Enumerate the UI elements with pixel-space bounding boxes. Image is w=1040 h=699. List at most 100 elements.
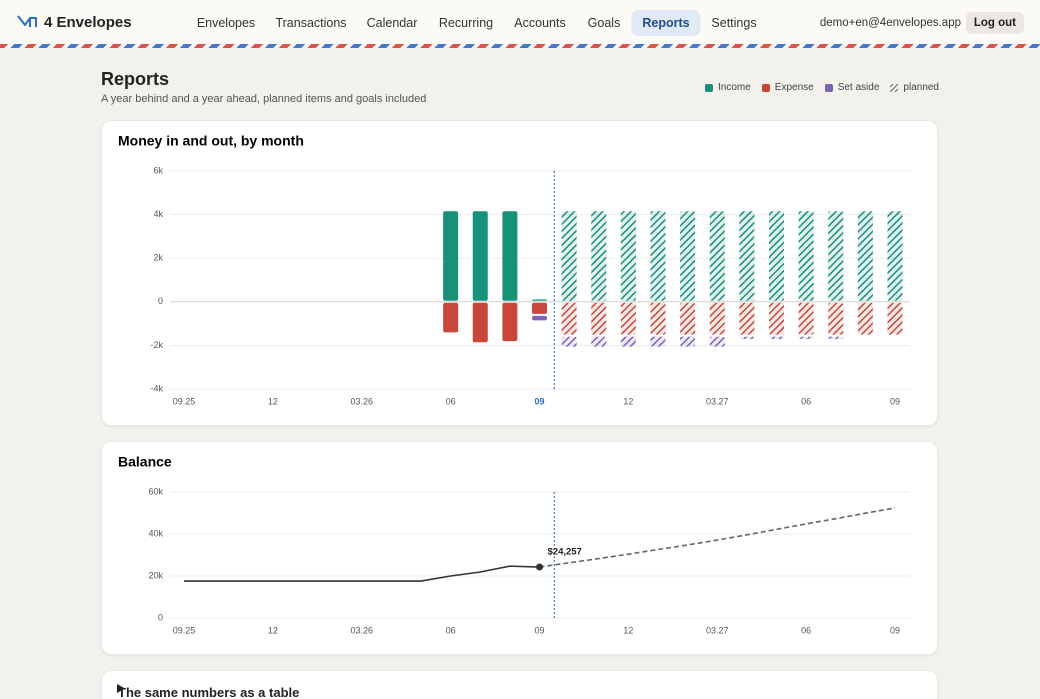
bar-segment — [739, 211, 755, 301]
bar-segment — [472, 211, 488, 301]
y-tick-label: 4k — [153, 209, 163, 219]
bar-segment — [472, 302, 488, 343]
y-tick-label: 40k — [148, 528, 163, 538]
hatch-line — [895, 88, 899, 92]
bar-segment — [591, 302, 607, 335]
legend-label: Set aside — [837, 82, 880, 93]
legend-swatch — [824, 83, 833, 92]
bar-segment — [650, 336, 666, 347]
legend-swatch — [890, 83, 899, 92]
x-tick-label: 09 — [534, 396, 544, 406]
chart-card: Money in and out, by month -4k -2k 0 2k 4k 6k… — [101, 120, 938, 426]
bar-segment — [798, 211, 814, 301]
nav-link[interactable]: Reports — [631, 10, 701, 36]
y-tick-label: 60k — [148, 486, 163, 496]
y-tick-label: 0 — [158, 612, 163, 622]
airmail-stripe — [0, 44, 1040, 48]
x-tick-label: 06 — [446, 396, 456, 406]
x-tick-label: 12 — [268, 396, 278, 406]
legend-label: Expense — [774, 82, 814, 93]
x-tick-label: 03.26 — [350, 396, 373, 406]
y-tick-label: 6k — [153, 165, 163, 175]
bar-segment — [828, 302, 844, 335]
nav-link[interactable]: Recurring — [438, 16, 494, 30]
table-toggle[interactable]: The same numbers as a table — [117, 684, 299, 699]
bar-segment — [650, 302, 666, 335]
x-tick-label: 03.26 — [350, 625, 373, 635]
nav-link[interactable]: Accounts — [514, 16, 566, 30]
y-tick-label: -4k — [150, 383, 163, 393]
x-tick-label: 06 — [801, 396, 811, 406]
bar-segment — [857, 302, 873, 335]
legend-item: Expense — [761, 82, 814, 93]
bar-segment — [769, 302, 784, 335]
x-tick-label: 12 — [623, 625, 633, 635]
bar-segment — [798, 336, 814, 339]
table-card: The same numbers as a table — [101, 670, 938, 699]
x-tick-label: 12 — [268, 625, 278, 635]
bar-segment — [709, 211, 725, 301]
bar-segment — [739, 302, 755, 335]
bar-segment — [709, 302, 725, 335]
bar-segment — [769, 336, 784, 339]
value-label: $24,257 — [548, 547, 582, 558]
bar-segment — [561, 302, 577, 335]
bar-segment — [443, 211, 459, 301]
page-subtitle: A year behind and a year ahead, planned … — [101, 93, 427, 105]
legend-item: Income — [704, 82, 751, 93]
chart: Balance 0 20k 40k 60k 09.25 12 03.26 06 09 12 03.2… — [118, 454, 910, 635]
x-tick-label: 06 — [801, 625, 811, 635]
nav-link[interactable]: Settings — [711, 16, 757, 30]
x-tick-label: 09 — [890, 396, 900, 406]
bar-segment — [620, 336, 636, 347]
legend-label: Income — [717, 82, 751, 93]
legend-swatch — [704, 83, 713, 92]
nav-link[interactable]: Goals — [587, 16, 621, 30]
page-title: Reports — [101, 69, 170, 89]
x-tick-label: 12 — [623, 396, 633, 406]
bar-segment — [709, 336, 725, 347]
nav-link[interactable]: Envelopes — [196, 16, 256, 30]
x-tick-label: 09 — [534, 625, 544, 635]
hatch-line — [890, 83, 894, 87]
bar-segment — [532, 302, 547, 314]
legend-swatch — [761, 83, 770, 92]
bar-segment — [828, 336, 844, 339]
legend-item: planned — [890, 82, 939, 93]
user-email: demo+en@4envelopes.app — [819, 17, 961, 29]
x-tick-label: 09.25 — [173, 396, 196, 406]
x-tick-label: 09 — [890, 625, 900, 635]
brand: 4 Envelopes — [44, 14, 132, 31]
chart-title: Money in and out, by month — [118, 133, 304, 149]
bar-segment — [532, 299, 547, 301]
line-actual — [184, 565, 540, 582]
top-nav: 4 Envelopes Envelopes Transactions Calenda… — [0, 0, 1040, 44]
legend-item: Set aside — [824, 82, 880, 93]
bar-segment — [561, 211, 577, 301]
bar-segment — [828, 211, 844, 301]
nav-link[interactable]: Transactions — [275, 16, 347, 30]
hatch-line — [890, 83, 899, 92]
bar-segment — [739, 336, 755, 339]
y-tick-label: -2k — [150, 340, 163, 350]
nav-link[interactable]: Calendar — [366, 16, 418, 30]
bar-segment — [798, 302, 814, 335]
bar-segment — [532, 315, 547, 321]
logout-button[interactable]: Log out — [965, 12, 1024, 34]
bar-segment — [502, 211, 518, 301]
legend-label: planned — [903, 82, 939, 93]
bar-segment — [857, 211, 873, 301]
x-tick-label: 03.27 — [706, 625, 729, 635]
chart-title: Balance — [118, 454, 172, 470]
bar-segment — [502, 302, 518, 342]
bar-segment — [769, 211, 784, 301]
chart: Money in and out, by month -4k -2k 0 2k 4k 6k… — [118, 133, 910, 406]
bar-segment — [620, 211, 636, 301]
y-tick-label: 0 — [158, 296, 163, 306]
current-point — [536, 563, 543, 571]
bar-segment — [680, 336, 696, 347]
y-tick-label: 20k — [148, 570, 163, 580]
bar-segment — [887, 302, 903, 335]
x-tick-label: 06 — [446, 625, 456, 635]
